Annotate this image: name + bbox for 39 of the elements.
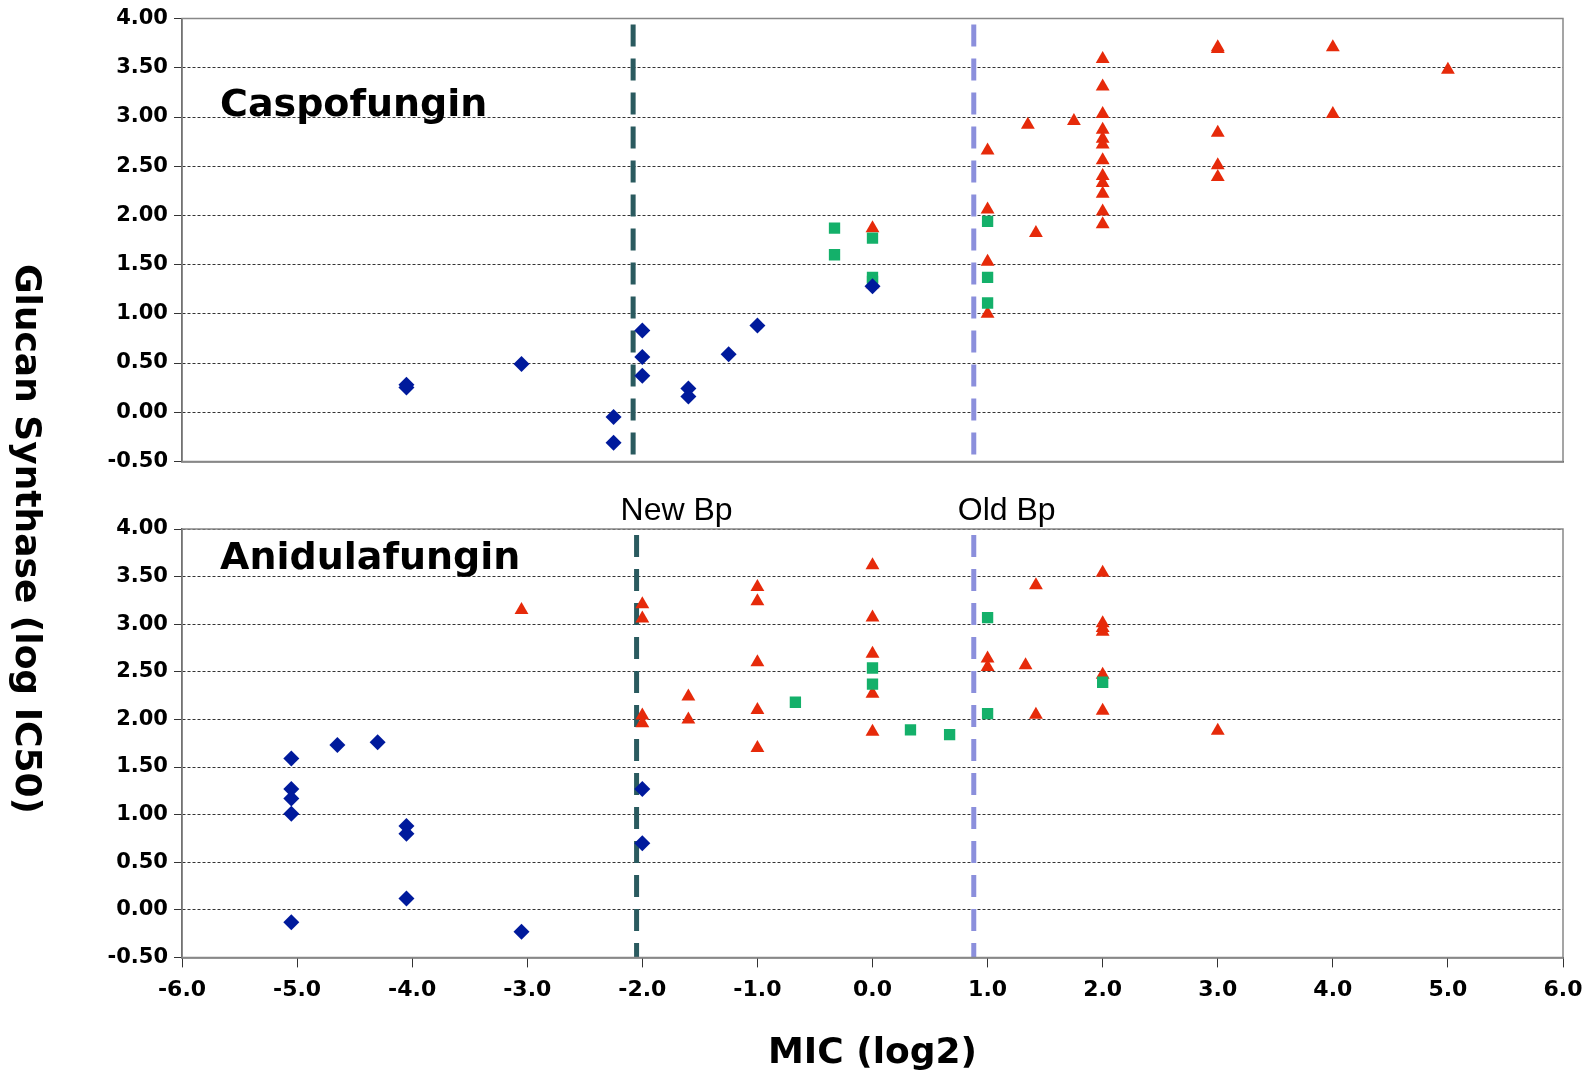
y-tick-label: 4.00 <box>116 5 168 30</box>
x-tick-label: 1.0 <box>968 976 1008 1002</box>
y-tick-label: -0.50 <box>107 943 168 968</box>
x-tick-label: 5.0 <box>1428 976 1468 1002</box>
y-tick-label: 0.50 <box>116 848 168 873</box>
y-tick-label: 0.50 <box>116 349 168 374</box>
ref-line-label: Old Bp <box>957 490 1056 527</box>
y-tick-label: -0.50 <box>107 447 168 472</box>
y-tick-label: 3.00 <box>116 103 168 128</box>
x-tick-label: 3.0 <box>1198 976 1238 1002</box>
y-tick-label: 3.00 <box>116 610 168 635</box>
y-tick-label: 1.50 <box>116 251 168 276</box>
x-axis-title: MIC (log2) <box>768 1029 977 1071</box>
y-tick-label: 1.50 <box>116 753 168 778</box>
y-tick-label: 2.00 <box>116 201 168 226</box>
y-tick-label: 0.00 <box>116 398 168 423</box>
x-tick-label: -4.0 <box>388 976 437 1002</box>
y-tick-label: 1.00 <box>116 801 168 826</box>
x-tick-label: -6.0 <box>157 976 207 1002</box>
x-tick-label: 6.0 <box>1543 976 1583 1002</box>
y-tick-label: 2.00 <box>116 705 168 730</box>
y-tick-label: 2.50 <box>116 658 168 683</box>
x-tick-label: -2.0 <box>618 976 667 1002</box>
x-tick-label: 2.0 <box>1083 976 1123 1002</box>
x-tick-label: 4.0 <box>1313 976 1353 1002</box>
y-tick-label: 3.50 <box>116 54 168 79</box>
annotation: Anidulafungin <box>220 533 521 578</box>
y-tick-label: 3.50 <box>116 563 168 588</box>
y-axis-title: Glucan Synthase (log IC50) <box>8 264 49 815</box>
ref-line-label: New Bp <box>620 490 733 527</box>
x-tick-label: 0.0 <box>853 976 892 1002</box>
x-tick-label: -5.0 <box>273 976 322 1002</box>
y-tick-label: 2.50 <box>116 152 168 177</box>
y-tick-label: 4.00 <box>116 515 168 540</box>
y-tick-label: 0.00 <box>116 896 168 921</box>
y-tick-label: 1.00 <box>116 300 168 325</box>
x-tick-label: -1.0 <box>733 976 782 1002</box>
annotation: Caspofungin <box>220 81 488 126</box>
x-tick-label: -3.0 <box>503 976 552 1002</box>
